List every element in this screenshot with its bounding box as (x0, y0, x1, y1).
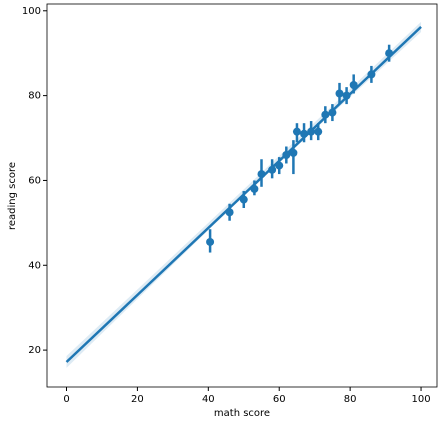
point (292, 127, 301, 136)
x-tick-label: 80 (344, 394, 357, 405)
point (206, 237, 215, 246)
y-axis-label: reading score (7, 162, 18, 230)
plot-frame (46, 3, 438, 388)
point (250, 184, 259, 193)
x-tick-label: 100 (411, 394, 430, 405)
x-tick-label: 0 (63, 394, 69, 405)
point (282, 150, 291, 159)
point (321, 110, 330, 119)
point (367, 70, 376, 79)
y-tick-label: 60 (28, 175, 41, 186)
point (335, 89, 344, 98)
point (225, 208, 234, 217)
x-tick-label: 40 (202, 394, 215, 405)
point (300, 129, 309, 138)
y-tick-label: 20 (28, 345, 41, 356)
y-tick-label: 40 (28, 260, 41, 271)
y-tick-label: 100 (22, 6, 41, 17)
x-tick-label: 60 (273, 394, 286, 405)
point (275, 161, 284, 170)
y-tick-label: 80 (28, 91, 41, 102)
point (268, 165, 277, 174)
point (349, 81, 358, 90)
point (328, 108, 337, 117)
point (342, 91, 351, 100)
x-tick-label: 20 (131, 394, 144, 405)
point (257, 170, 266, 179)
x-axis-label: math score (214, 408, 270, 419)
point (239, 195, 248, 204)
point (385, 49, 394, 58)
point (307, 127, 316, 136)
point (314, 127, 323, 136)
point (289, 148, 298, 157)
